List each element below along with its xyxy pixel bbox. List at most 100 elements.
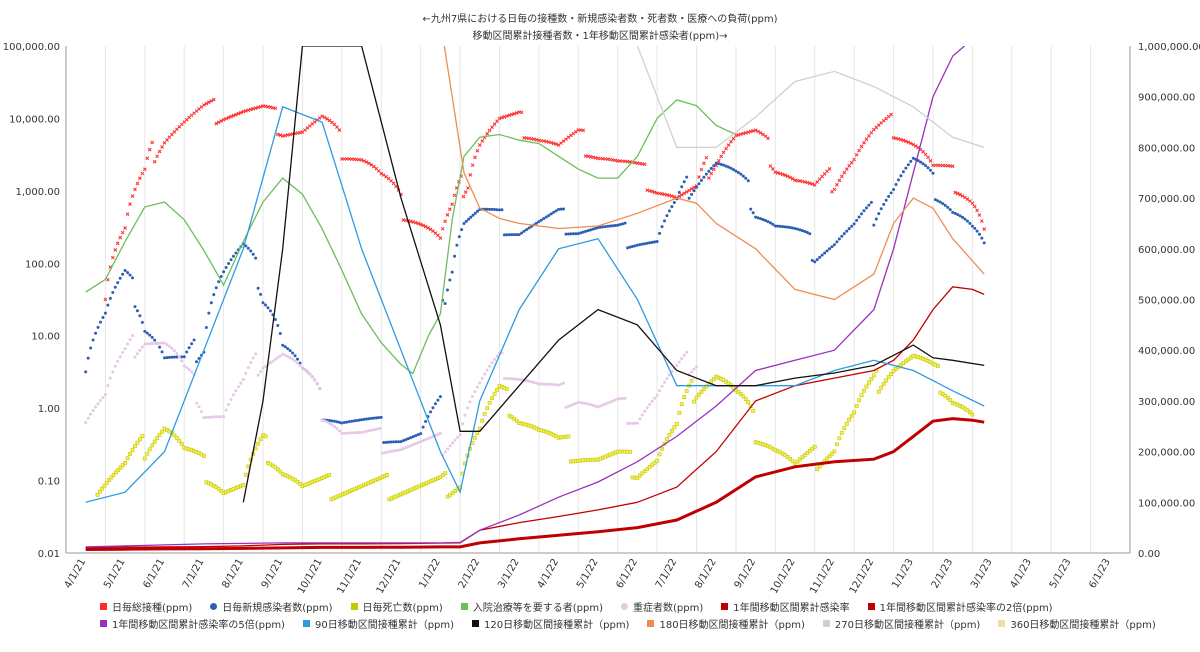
data-point: [153, 341, 157, 345]
data-point: [621, 222, 625, 226]
data-point: [327, 473, 332, 477]
data-point: [345, 420, 349, 424]
data-point: [436, 433, 440, 437]
data-point: [239, 110, 243, 115]
data-point: [145, 156, 150, 161]
data-point: [414, 434, 418, 438]
legend-label: 重症者数(ppm): [633, 603, 704, 614]
data-point: [753, 128, 758, 133]
data-point: [296, 357, 300, 361]
data-point: [975, 229, 979, 233]
data-point: [692, 367, 696, 371]
data-point: [216, 486, 221, 491]
data-point: [261, 301, 265, 305]
data-point: [357, 431, 361, 435]
data-point: [212, 293, 216, 297]
data-point: [116, 468, 121, 472]
data-point: [138, 176, 142, 181]
data-point: [103, 311, 107, 315]
data-point: [241, 483, 246, 487]
data-point: [490, 396, 494, 400]
data-point: [507, 233, 511, 237]
data-point: [475, 385, 479, 389]
data-point: [642, 469, 647, 474]
data-point: [142, 456, 147, 461]
data-point: [867, 134, 871, 138]
data-point: [835, 240, 839, 244]
data-point: [635, 243, 639, 247]
legend-label: 360日移動区間接種累計（ppm): [1010, 620, 1156, 631]
data-point: [672, 195, 677, 199]
data-point: [729, 139, 733, 144]
data-point: [389, 440, 393, 444]
data-point: [256, 373, 260, 377]
data-point: [468, 173, 473, 177]
data-point: [278, 133, 283, 138]
data-point: [637, 473, 642, 478]
data-point: [977, 232, 981, 236]
data-point: [626, 246, 630, 250]
data-point: [677, 410, 682, 415]
data-point: [778, 224, 782, 228]
data-point: [378, 426, 382, 430]
data-point: [702, 387, 706, 391]
data-point: [768, 164, 773, 168]
data-point: [143, 342, 147, 346]
data-point: [440, 226, 445, 231]
data-point: [751, 211, 755, 215]
data-point: [371, 428, 375, 432]
data-point: [256, 441, 261, 446]
data-point: [158, 345, 162, 349]
data-point: [837, 436, 842, 441]
data-point: [376, 169, 381, 173]
data-point: [788, 226, 792, 230]
data-point: [586, 402, 590, 406]
data-point: [817, 177, 822, 182]
data-point: [128, 338, 132, 342]
data-point: [815, 467, 820, 472]
data-point: [160, 429, 164, 434]
data-point: [367, 429, 371, 433]
data-point: [207, 311, 211, 315]
data-point: [519, 110, 524, 115]
data-point: [466, 186, 470, 190]
data-point: [246, 108, 251, 113]
data-point: [155, 154, 159, 159]
data-point: [288, 356, 292, 360]
data-point: [736, 133, 741, 137]
data-point: [328, 421, 332, 425]
data-point: [938, 200, 942, 204]
data-point: [695, 365, 699, 369]
data-point: [170, 132, 174, 137]
x-tick-label: 7/1/22: [654, 557, 680, 590]
data-point: [510, 377, 514, 381]
data-point: [692, 189, 696, 193]
data-point: [860, 212, 864, 216]
data-point: [601, 225, 605, 229]
data-point: [487, 400, 492, 405]
data-point: [320, 114, 325, 119]
data-point: [428, 227, 433, 232]
data-point: [891, 368, 896, 373]
data-point: [281, 343, 285, 347]
data-point: [340, 432, 344, 436]
data-point: [842, 232, 846, 236]
data-point: [852, 157, 857, 162]
series-line: [85, 417, 985, 551]
data-point: [409, 436, 413, 440]
data-point: [478, 381, 482, 385]
data-point: [674, 421, 679, 426]
data-point: [328, 419, 332, 423]
data-point: [419, 440, 423, 444]
data-point: [305, 370, 309, 374]
data-point: [103, 393, 107, 397]
data-point: [84, 370, 88, 374]
data-point: [951, 210, 955, 214]
data-point: [812, 183, 817, 187]
data-point: [485, 131, 490, 136]
data-point: [852, 222, 856, 226]
data-point: [261, 366, 265, 370]
data-point: [157, 149, 162, 154]
data-point: [109, 475, 114, 480]
data-point: [643, 242, 647, 246]
